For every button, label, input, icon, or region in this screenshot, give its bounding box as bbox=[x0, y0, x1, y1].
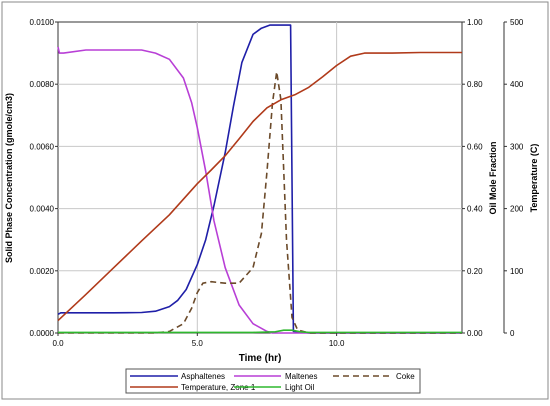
y-left-tick-label-3: 0.0060 bbox=[30, 142, 55, 151]
y-axis-left-title: Solid Phase Concentration (gmole/cm3) bbox=[4, 93, 14, 263]
y-mid-tick-label-0: 0.00 bbox=[467, 329, 483, 338]
axes-layer: 0.0 5.0 10.0 0.0000 0.0020 0.0040 0.0060 0.0080… bbox=[30, 18, 524, 348]
y-left-tick-label-4: 0.0080 bbox=[30, 80, 55, 89]
y-left-tick-label-1: 0.0020 bbox=[30, 267, 55, 276]
x-tick-label-0: 0.0 bbox=[52, 339, 64, 348]
y-right-tick-label-0: 0 bbox=[510, 329, 515, 338]
series-line-light-oil bbox=[58, 329, 462, 334]
y-right-tick-label-1: 100 bbox=[510, 267, 524, 276]
grid-layer bbox=[58, 22, 462, 333]
legend: Asphaltenes Maltenes Coke Temperature, Z… bbox=[125, 368, 421, 394]
y-left-tick-label-2: 0.0040 bbox=[30, 205, 55, 214]
legend-label-asphaltenes: Asphaltenes bbox=[181, 372, 225, 381]
legend-entry-maltenes: Maltenes bbox=[234, 372, 317, 381]
x-tick-label-1: 5.0 bbox=[192, 339, 204, 348]
y-right-tick-label-3: 300 bbox=[510, 142, 524, 151]
y-right-tick-label-4: 400 bbox=[510, 80, 524, 89]
x-axis-title: Time (hr) bbox=[239, 353, 282, 364]
legend-label-maltenes: Maltenes bbox=[285, 372, 317, 381]
legend-box bbox=[125, 368, 421, 394]
y-mid-tick-label-1: 0.20 bbox=[467, 267, 483, 276]
y-mid-tick-label-4: 0.80 bbox=[467, 80, 483, 89]
series-line-asphaltenes bbox=[57, 24, 462, 334]
legend-label-light-oil: Light Oil bbox=[285, 383, 315, 392]
series-line-maltenes bbox=[57, 46, 462, 334]
series-line-temperature-zone-1 bbox=[57, 51, 462, 322]
y-right-tick-label-5: 500 bbox=[510, 18, 524, 27]
legend-label-coke: Coke bbox=[396, 372, 415, 381]
series-layer bbox=[57, 24, 462, 334]
y-right-tick-label-2: 200 bbox=[510, 205, 524, 214]
legend-entry-temperature: Temperature, Zone 1 bbox=[130, 383, 256, 392]
y-mid-tick-label-5: 1.00 bbox=[467, 18, 483, 27]
y-left-tick-label-0: 0.0000 bbox=[30, 329, 55, 338]
y-mid-tick-label-3: 0.60 bbox=[467, 142, 483, 151]
plot-area bbox=[57, 21, 463, 334]
legend-entry-asphaltenes: Asphaltenes bbox=[130, 372, 225, 381]
y-axis-mid-title: Oil Mole Fraction bbox=[488, 141, 498, 214]
series-line-coke bbox=[58, 71, 462, 334]
y-axis-right-title: Temperature (C) bbox=[529, 144, 539, 213]
legend-entry-coke: Coke bbox=[333, 372, 415, 381]
legend-entry-light-oil: Light Oil bbox=[234, 383, 315, 392]
legend-label-temperature: Temperature, Zone 1 bbox=[181, 383, 256, 392]
y-mid-tick-label-2: 0.40 bbox=[467, 205, 483, 214]
x-tick-label-2: 10.0 bbox=[329, 339, 345, 348]
y-left-tick-label-5: 0.0100 bbox=[30, 18, 55, 27]
